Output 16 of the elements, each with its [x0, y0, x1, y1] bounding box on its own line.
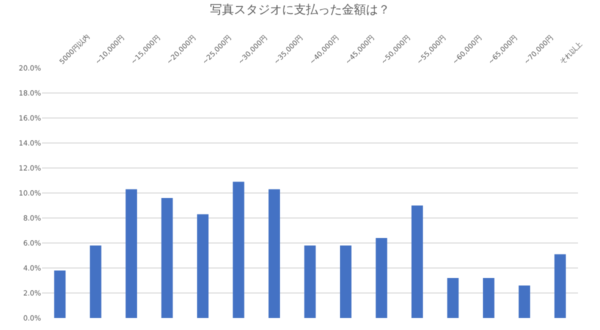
bar — [197, 214, 209, 318]
bar — [126, 189, 138, 318]
bar — [340, 246, 352, 318]
bar — [90, 246, 102, 318]
chart-title: 写真スタジオに支払った金額は？ — [210, 2, 390, 16]
bar — [411, 206, 423, 318]
bar — [447, 278, 459, 318]
bar — [268, 189, 280, 318]
bar — [54, 270, 66, 318]
bar — [482, 278, 494, 318]
bar — [376, 238, 388, 318]
bar — [304, 246, 316, 318]
bar — [161, 198, 173, 318]
bar — [518, 286, 530, 318]
bar — [554, 254, 566, 318]
bar — [232, 182, 244, 318]
